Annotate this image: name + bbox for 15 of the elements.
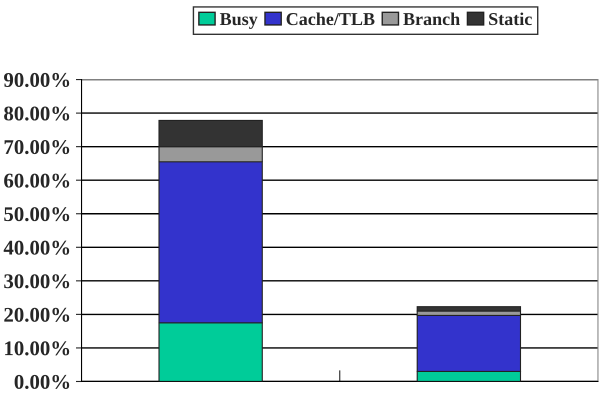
bar [416,306,522,312]
y-tick-label: 90.00% [4,72,70,88]
y-tick-label: 60.00% [4,174,70,188]
legend-label: Static [489,12,532,26]
y-tick-label: 70.00% [4,140,70,154]
y-tick-label: 0.00% [14,374,70,390]
y-tick-label: 40.00% [4,240,70,255]
legend-label: Cache/TLB [286,12,375,26]
y-tick-label: 50.00% [4,207,70,222]
y-tick-label: 10.00% [5,341,70,356]
y-tick-label: 20.00% [4,308,70,322]
legend-label: Branch [403,12,460,26]
legend-label: Busy [220,13,258,29]
y-tick-label: 80.00% [4,106,70,121]
y-tick-label: 30.00% [4,274,70,288]
